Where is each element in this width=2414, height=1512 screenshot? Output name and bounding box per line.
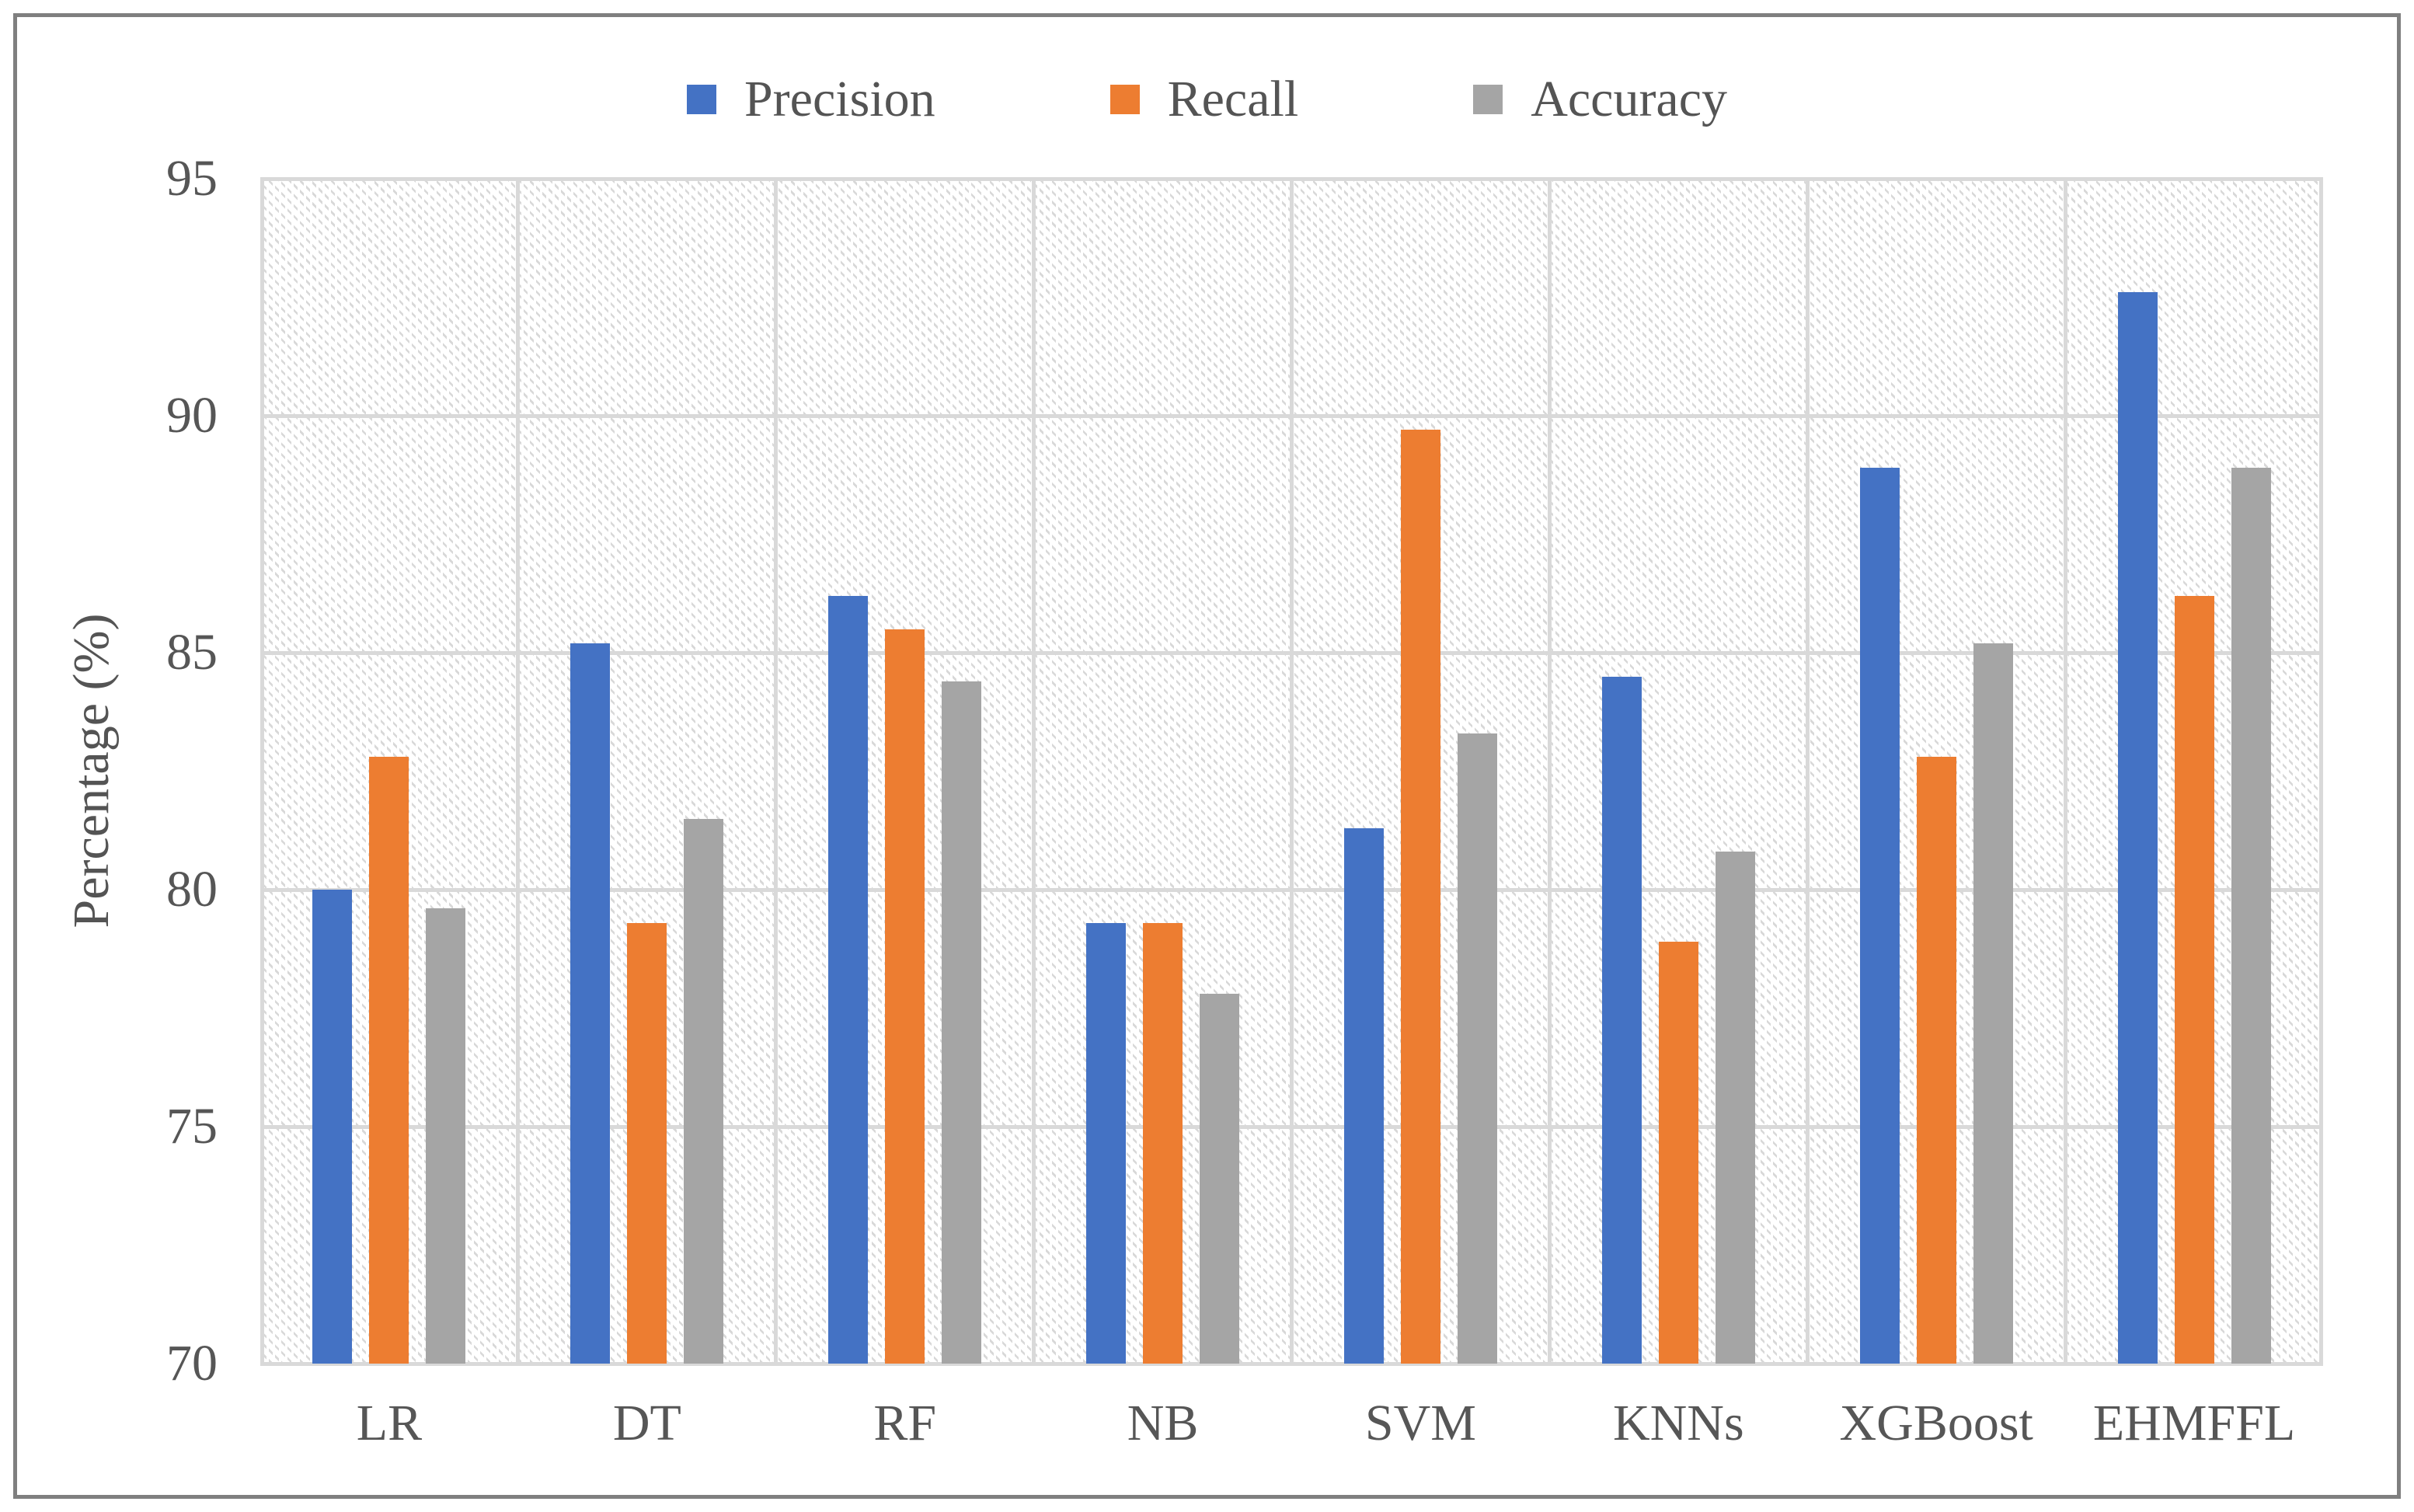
y-tick-label-95: 95 <box>166 150 218 207</box>
gridline-v-0 <box>260 179 264 1364</box>
legend-item-accuracy: Accuracy <box>1473 71 1727 127</box>
plot-area <box>260 176 2323 1366</box>
x-category-label-rf: RF <box>873 1395 937 1451</box>
bar-accuracy-dt <box>684 818 724 1364</box>
bar-accuracy-svm <box>1457 733 1497 1364</box>
bar-recall-svm <box>1400 430 1440 1364</box>
legend-item-precision: Precision <box>686 71 935 127</box>
x-category-label-knns: KNNs <box>1612 1395 1744 1451</box>
bar-precision-ehmffl <box>2117 292 2158 1364</box>
bar-accuracy-nb <box>1200 994 1240 1364</box>
bar-recall-xgboost <box>1916 757 1956 1364</box>
bar-precision-lr <box>312 890 353 1364</box>
bar-precision-xgboost <box>1859 468 1900 1364</box>
y-tick-label-75: 75 <box>166 1098 218 1155</box>
bar-accuracy-rf <box>942 681 982 1364</box>
bar-recall-rf <box>885 629 925 1364</box>
gridline-v-6 <box>1805 179 1810 1364</box>
gridline-h-70 <box>260 1361 2323 1366</box>
bar-recall-nb <box>1143 922 1183 1364</box>
bar-precision-dt <box>570 643 611 1364</box>
legend-item-recall: Recall <box>1109 71 1299 127</box>
legend-label-recall: Recall <box>1167 71 1299 127</box>
gridline-v-8 <box>2319 179 2323 1364</box>
bar-recall-ehmffl <box>2174 595 2214 1364</box>
gridline-v-5 <box>1547 179 1552 1364</box>
bar-recall-knns <box>1658 942 1698 1364</box>
legend-label-precision: Precision <box>744 71 935 127</box>
bar-precision-rf <box>828 595 869 1364</box>
bar-precision-nb <box>1086 922 1127 1364</box>
figure-border <box>13 13 2401 1499</box>
legend-swatch-precision-icon <box>686 85 716 114</box>
bar-accuracy-ehmffl <box>2231 468 2271 1364</box>
y-tick-label-70: 70 <box>166 1335 218 1392</box>
legend-label-accuracy: Accuracy <box>1531 71 1728 127</box>
gridline-v-4 <box>1290 179 1294 1364</box>
legend-swatch-accuracy-icon <box>1473 85 1503 114</box>
bar-accuracy-xgboost <box>1973 643 2013 1364</box>
x-category-label-lr: LR <box>356 1395 423 1451</box>
gridline-v-3 <box>1032 179 1036 1364</box>
bar-accuracy-lr <box>426 908 466 1364</box>
y-tick-label-80: 80 <box>166 861 218 918</box>
x-category-label-ehmffl: EHMFFL <box>2092 1395 2296 1451</box>
legend: Precision Recall Accuracy <box>0 71 2414 127</box>
bar-accuracy-knns <box>1715 852 1755 1364</box>
x-category-label-nb: NB <box>1127 1395 1199 1451</box>
x-category-label-xgboost: XGBoost <box>1839 1395 2033 1451</box>
y-tick-label-85: 85 <box>166 624 218 681</box>
gridline-v-7 <box>2063 179 2067 1364</box>
gridline-v-1 <box>516 179 521 1364</box>
bar-recall-lr <box>369 757 409 1364</box>
bar-recall-dt <box>627 922 667 1364</box>
gridline-v-2 <box>774 179 779 1364</box>
legend-swatch-recall-icon <box>1109 85 1140 114</box>
x-category-label-dt: DT <box>612 1395 681 1451</box>
y-tick-label-90: 90 <box>166 387 218 444</box>
bar-precision-knns <box>1601 676 1642 1364</box>
bar-precision-svm <box>1343 827 1384 1364</box>
x-category-label-svm: SVM <box>1364 1395 1476 1451</box>
